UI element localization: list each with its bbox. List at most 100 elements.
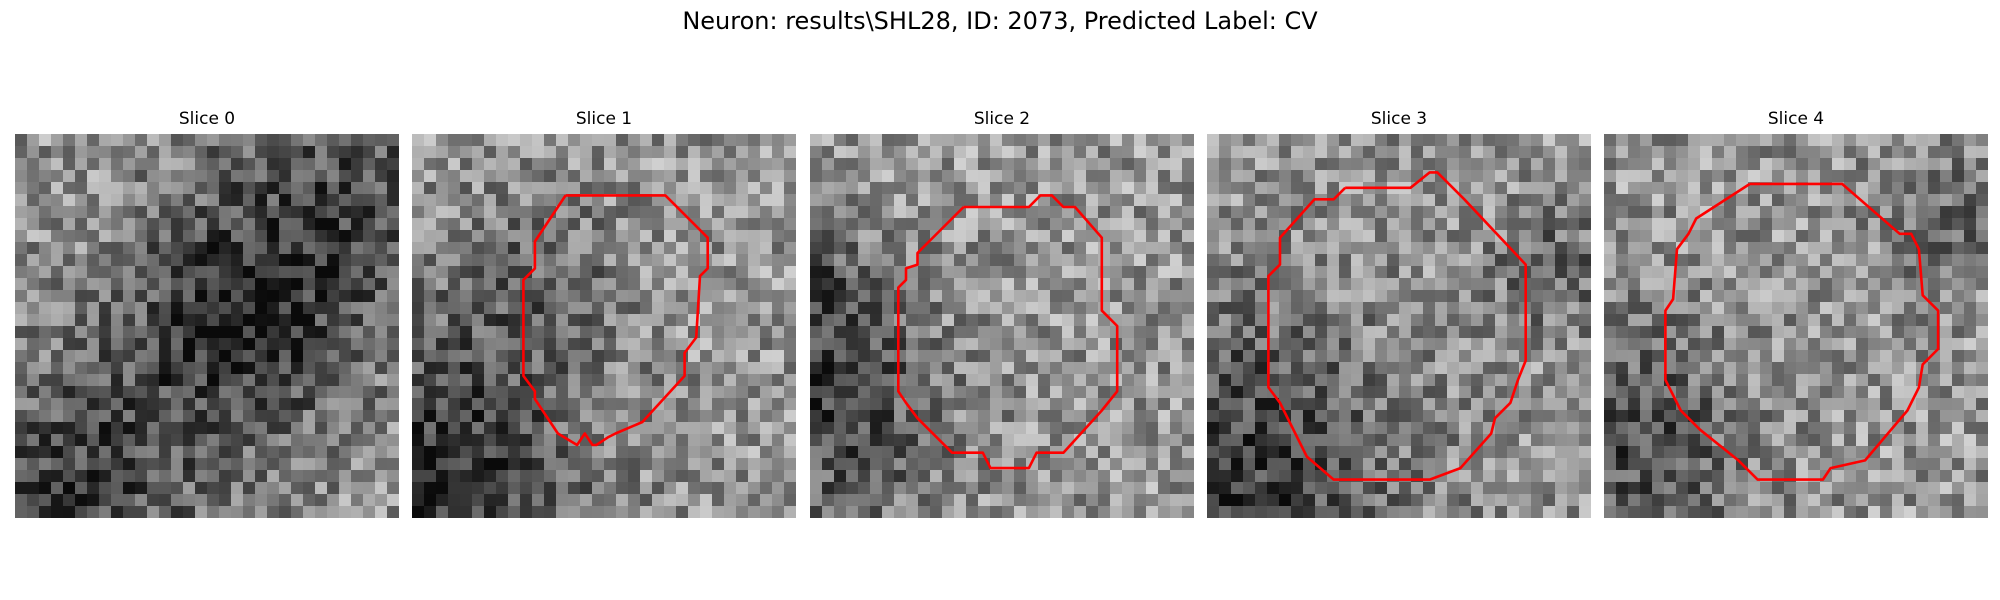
image-pixel: [676, 242, 688, 254]
image-pixel: [219, 422, 231, 434]
image-pixel: [460, 458, 472, 470]
image-pixel: [1868, 278, 1880, 290]
image-pixel: [822, 506, 834, 518]
image-pixel: [954, 398, 966, 410]
image-pixel: [676, 146, 688, 158]
image-pixel: [1928, 266, 1940, 278]
image-pixel: [1495, 170, 1507, 182]
image-pixel: [448, 326, 460, 338]
image-pixel: [1219, 170, 1231, 182]
image-pixel: [1399, 170, 1411, 182]
image-pixel: [1279, 194, 1291, 206]
image-pixel: [568, 278, 580, 290]
image-pixel: [1002, 350, 1014, 362]
image-pixel: [1700, 242, 1712, 254]
image-pixel: [1640, 170, 1652, 182]
image-pixel: [712, 470, 724, 482]
image-pixel: [810, 182, 822, 194]
image-pixel: [1279, 458, 1291, 470]
image-pixel: [1772, 158, 1784, 170]
image-pixel: [1363, 362, 1375, 374]
image-pixel: [1531, 314, 1543, 326]
image-pixel: [930, 398, 942, 410]
image-pixel: [592, 338, 604, 350]
image-pixel: [219, 506, 231, 518]
image-pixel: [183, 446, 195, 458]
image-pixel: [472, 146, 484, 158]
image-pixel: [1050, 374, 1062, 386]
image-pixel: [460, 182, 472, 194]
image-pixel: [1050, 134, 1062, 146]
image-pixel: [882, 182, 894, 194]
image-pixel: [1255, 302, 1267, 314]
image-pixel: [604, 218, 616, 230]
image-pixel: [1170, 506, 1182, 518]
image-pixel: [568, 470, 580, 482]
image-pixel: [1543, 242, 1555, 254]
image-pixel: [846, 386, 858, 398]
image-pixel: [1856, 398, 1868, 410]
image-pixel: [195, 434, 207, 446]
image-pixel: [810, 506, 822, 518]
image-pixel: [508, 506, 520, 518]
image-pixel: [1952, 326, 1964, 338]
image-pixel: [978, 410, 990, 422]
image-pixel: [810, 230, 822, 242]
image-pixel: [1579, 242, 1591, 254]
image-pixel: [966, 302, 978, 314]
image-pixel: [267, 494, 279, 506]
image-pixel: [111, 278, 123, 290]
image-pixel: [1567, 362, 1579, 374]
image-pixel: [640, 482, 652, 494]
image-pixel: [243, 266, 255, 278]
image-pixel: [1844, 326, 1856, 338]
image-pixel: [75, 494, 87, 506]
image-pixel: [1423, 194, 1435, 206]
image-pixel: [978, 182, 990, 194]
image-pixel: [339, 506, 351, 518]
image-pixel: [906, 134, 918, 146]
image-pixel: [592, 182, 604, 194]
image-pixel: [424, 146, 436, 158]
image-pixel: [1796, 218, 1808, 230]
image-pixel: [1086, 326, 1098, 338]
image-pixel: [1543, 506, 1555, 518]
image-pixel: [930, 482, 942, 494]
image-pixel: [978, 422, 990, 434]
image-pixel: [616, 218, 628, 230]
image-pixel: [906, 434, 918, 446]
image-pixel: [1435, 302, 1447, 314]
image-pixel: [664, 482, 676, 494]
image-pixel: [243, 182, 255, 194]
image-pixel: [1098, 158, 1110, 170]
image-pixel: [640, 314, 652, 326]
image-pixel: [1772, 230, 1784, 242]
image-pixel: [291, 230, 303, 242]
image-pixel: [1207, 170, 1219, 182]
image-pixel: [1134, 434, 1146, 446]
image-pixel: [1712, 374, 1724, 386]
image-pixel: [1832, 170, 1844, 182]
image-pixel: [1748, 170, 1760, 182]
image-pixel: [990, 314, 1002, 326]
image-pixel: [748, 134, 760, 146]
image-pixel: [1243, 362, 1255, 374]
image-pixel: [1026, 494, 1038, 506]
image-pixel: [1291, 146, 1303, 158]
image-pixel: [135, 506, 147, 518]
image-pixel: [1170, 290, 1182, 302]
image-pixel: [1158, 470, 1170, 482]
image-pixel: [231, 278, 243, 290]
image-pixel: [135, 218, 147, 230]
image-pixel: [1676, 290, 1688, 302]
image-pixel: [1399, 230, 1411, 242]
image-pixel: [1543, 410, 1555, 422]
image-pixel: [1483, 242, 1495, 254]
slice-panel-3: Slice 3: [1207, 108, 1591, 518]
image-pixel: [1026, 242, 1038, 254]
image-pixel: [1495, 422, 1507, 434]
image-pixel: [255, 470, 267, 482]
image-pixel: [1351, 350, 1363, 362]
image-pixel: [1519, 422, 1531, 434]
image-pixel: [1026, 398, 1038, 410]
